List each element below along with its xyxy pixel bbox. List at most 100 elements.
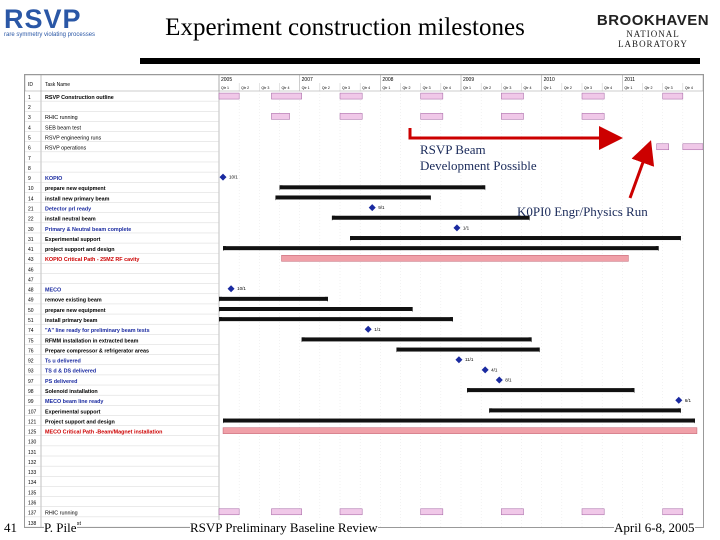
kopio-prepare-bar-cap xyxy=(482,185,486,191)
row-task-name: install primary beam xyxy=(45,318,98,324)
row-id: 8 xyxy=(28,166,31,172)
row-task-name: RSVP Construction outline xyxy=(45,95,114,101)
milestone-diamond xyxy=(481,366,489,374)
row-id: 30 xyxy=(28,227,34,233)
footer-event: RSVP Preliminary Baseline Review xyxy=(190,520,378,536)
quarter-label: Qtr 3 xyxy=(423,86,431,90)
milestone-label: 9/1 xyxy=(378,205,385,210)
row-task-name: Detector prl ready xyxy=(45,206,91,212)
row-task-name: MECO Critical Path -Beam/Magnet installa… xyxy=(45,430,162,436)
quarter-label: Qtr 2 xyxy=(403,86,411,90)
row-id: 2 xyxy=(28,105,31,111)
title-rule xyxy=(140,58,700,64)
slide-number: 41 xyxy=(4,520,17,536)
rsvp-logo-subtitle: rare symmetry violating processes xyxy=(4,32,96,38)
outline-bar xyxy=(662,92,684,100)
row-id: 49 xyxy=(28,298,34,304)
row-task-name: "A" line ready for preliminary beam test… xyxy=(45,328,150,334)
quarter-label: Qtr 3 xyxy=(584,86,592,90)
row-id: 21 xyxy=(28,206,34,212)
quarter-label: Qtr 2 xyxy=(483,86,491,90)
row-task-name: RHIC running xyxy=(45,511,78,517)
row-id: 50 xyxy=(28,308,34,314)
row-id: 134 xyxy=(28,480,37,486)
row-id: 46 xyxy=(28,267,34,273)
meco-solenoid-bar-cap xyxy=(467,388,471,394)
milestone-diamond xyxy=(495,376,503,384)
rhic-running-bar-bottom xyxy=(662,508,684,516)
row-task-name: SEB beam test xyxy=(45,125,81,131)
meco-primary-beam-bar xyxy=(219,317,453,322)
kopio-primary-beam-bar-cap xyxy=(275,195,279,201)
kopio-primary-beam-bar-cap xyxy=(427,195,431,201)
row-id: 135 xyxy=(28,490,37,496)
year-label: 2010 xyxy=(544,77,555,83)
milestone-diamond xyxy=(368,204,376,212)
gantt-chart: ID Task Name 2005 Qtr 1 Qtr 2 Qtr 3 Qtr 4 2007 Q… xyxy=(24,74,704,528)
milestone-diamond xyxy=(364,325,372,333)
page-title: Experiment construction milestones xyxy=(165,14,525,41)
row-id: 47 xyxy=(28,277,34,283)
rsvp-logo-text: RSVP xyxy=(4,4,82,34)
kopio-exp-support-bar-cap xyxy=(350,236,354,242)
meco-prepare-bar xyxy=(219,307,413,311)
row-task-name: TS d & DS delivered xyxy=(45,369,96,375)
quarter-label: Qtr 4 xyxy=(362,86,370,90)
brookhaven-logo: BROOKHAVEN NATIONAL LABORATORY xyxy=(590,12,716,49)
row-task-name: MECO xyxy=(45,288,61,294)
milestone-label: 10/1 xyxy=(229,175,238,180)
row-id: 98 xyxy=(28,389,34,395)
kopio-primary-beam-bar xyxy=(275,195,431,200)
kopio-critical-path-bar xyxy=(281,255,629,262)
rhic-bar xyxy=(271,113,290,120)
row-task-name: Solenoid installation xyxy=(45,389,98,395)
row-task-name: Experimental support xyxy=(45,237,101,243)
row-task-name: install neutral beam xyxy=(45,217,96,223)
row-id: 99 xyxy=(28,399,34,405)
row-id: 48 xyxy=(28,288,34,294)
meco-remove-beam-bar-cap xyxy=(324,296,328,302)
meco-project-support-bar xyxy=(223,418,695,423)
meco-prepare-bar-cap xyxy=(409,307,413,312)
kopio-neutral-beam-bar xyxy=(331,215,530,220)
year-label: 2007 xyxy=(302,77,313,83)
row-id: 7 xyxy=(28,156,31,162)
operations-bar xyxy=(656,143,669,151)
row-id: 6 xyxy=(28,146,31,152)
rsvp-callout-line2: Development Possible xyxy=(420,158,537,173)
meco-project-support-bar-cap xyxy=(691,418,695,424)
row-task-name: RFMM installation in extracted beam xyxy=(45,338,139,344)
footer-date: April 6-8, 2005 xyxy=(614,520,695,536)
meco-rfmm-bar xyxy=(301,337,532,342)
quarter-label: Qtr 2 xyxy=(241,86,249,90)
row-id: 107 xyxy=(28,409,37,415)
row-id: 3 xyxy=(28,115,31,121)
row-task-name: RHIC running xyxy=(45,115,78,121)
rhic-running-bar-bottom xyxy=(339,508,363,516)
kopio-prepare-bar xyxy=(279,185,486,190)
kopio-neutral-beam-bar-cap xyxy=(331,215,335,221)
outline-bar xyxy=(420,92,444,100)
kopio-neutral-beam-bar-cap xyxy=(526,215,530,221)
gantt-id-header: ID xyxy=(28,82,33,88)
quarter-label: Qtr 3 xyxy=(665,86,673,90)
rhic-running-bar-bottom xyxy=(271,508,302,516)
meco-compressor-bar-cap xyxy=(536,347,540,353)
quarter-label: Qtr 1 xyxy=(221,86,229,90)
row-id: 137 xyxy=(28,511,37,517)
rhic-bar xyxy=(420,113,444,120)
row-id: 130 xyxy=(28,440,37,446)
milestone-diamond xyxy=(219,173,227,181)
rsvp-logo: RSVP rare symmetry violating processes xyxy=(4,6,104,40)
row-task-name: KOPIO xyxy=(45,176,62,182)
row-id: 41 xyxy=(28,247,34,253)
operations-bar xyxy=(682,143,703,151)
rsvp-callout-line1: RSVP Beam xyxy=(420,142,486,157)
quarter-label: Qtr 3 xyxy=(261,86,269,90)
milestone-diamond xyxy=(453,224,461,232)
quarter-label: Qtr 4 xyxy=(685,86,693,90)
row-id: 1 xyxy=(28,95,31,101)
row-id: 14 xyxy=(28,196,34,202)
row-id: 97 xyxy=(28,379,34,385)
rhic-bar xyxy=(339,113,363,120)
